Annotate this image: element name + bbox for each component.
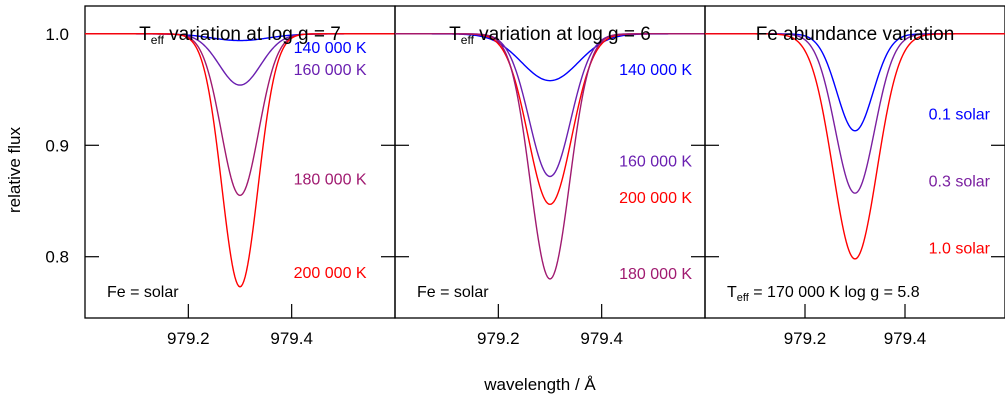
- series-label: 140 000 K: [294, 40, 367, 57]
- y-tick-label: 1.0: [45, 25, 69, 44]
- panels: 1.0 0.9 0.8 979.2 979.4 140 000 K 160 000 K 180…: [45, 5, 1005, 348]
- series-label: 160 000 K: [294, 62, 367, 79]
- series-label: 0.3 solar: [929, 174, 991, 191]
- series-label: 200 000 K: [619, 190, 692, 207]
- y-tick-label: 0.8: [45, 248, 69, 267]
- series-label: 200 000 K: [294, 265, 367, 282]
- series-line: [395, 33, 705, 206]
- series-label: 0.1 solar: [929, 107, 991, 124]
- series-line: [705, 33, 1005, 260]
- x-tick-label: 979.4: [580, 329, 623, 348]
- x-axis-label: wavelength / Å: [483, 375, 596, 394]
- x-tick-label: 979.4: [884, 329, 927, 348]
- panel-1: 1.0 0.9 0.8 979.2 979.4 140 000 K 160 000 K 180…: [45, 5, 396, 348]
- series-label: 140 000 K: [619, 62, 692, 79]
- panel-frame: [704, 5, 1005, 319]
- series-line: [85, 33, 395, 288]
- series-label: 160 000 K: [619, 153, 692, 170]
- series-line: [395, 33, 705, 280]
- panel-annotation: Teff = 170 000 K log g = 5.8: [727, 284, 920, 304]
- panel-title: Fe abundance variation: [756, 24, 955, 45]
- series-label: 1.0 solar: [929, 240, 991, 257]
- panel-3: 979.2 979.4 0.1 solar 0.3 solar 1.0 solar Fe …: [704, 5, 1005, 348]
- x-tick-label: 979.2: [784, 329, 827, 348]
- series-label: 180 000 K: [294, 171, 367, 188]
- panel-annotation: Fe = solar: [107, 284, 179, 301]
- y-tick-label: 0.9: [45, 136, 69, 155]
- panel-annotation: Fe = solar: [417, 284, 489, 301]
- panel-title: Teff variation at log g = 7: [139, 24, 341, 47]
- x-tick-label: 979.4: [270, 329, 313, 348]
- panel-2: 979.2 979.4 140 000 K 160 000 K 200 000 K 180…: [394, 5, 706, 348]
- panel-title: Teff variation at log g = 6: [449, 24, 651, 47]
- series-label: 180 000 K: [619, 266, 692, 283]
- y-axis-label: relative flux: [5, 127, 24, 213]
- x-tick-label: 979.2: [477, 329, 520, 348]
- x-tick-label: 979.2: [167, 329, 210, 348]
